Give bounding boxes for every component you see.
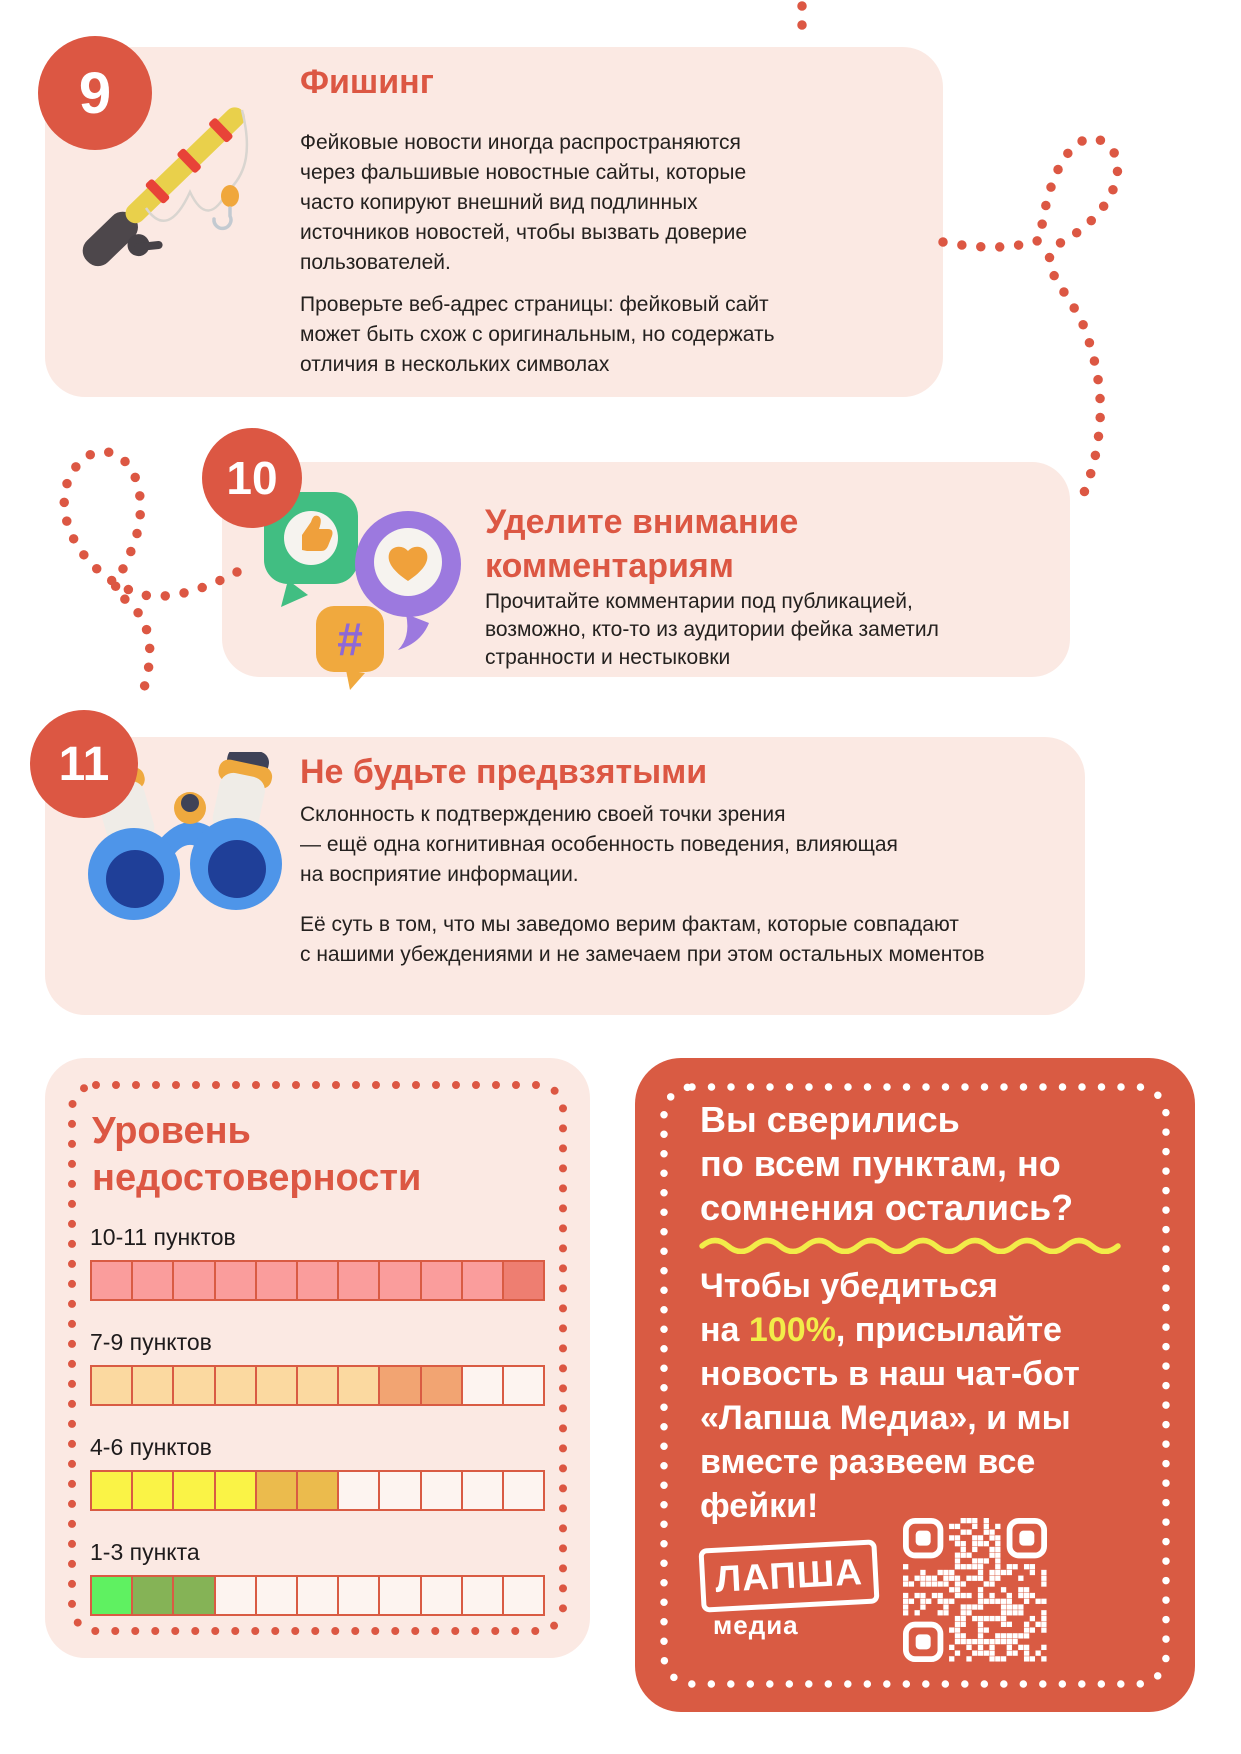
tip-card-9 (45, 47, 943, 397)
bar-cell-peach (90, 1365, 134, 1406)
bar-cell-peach (131, 1365, 175, 1406)
tip-number-9: 9 (78, 60, 112, 126)
bar-cell-yellow (213, 1470, 257, 1511)
bar-cell-empty (254, 1575, 298, 1616)
bar-cell-empty (295, 1575, 340, 1616)
bar-cell-empty (460, 1470, 504, 1511)
cta-card: Вы сверились по всем пунктам, но сомнени… (635, 1058, 1195, 1712)
level-row-1-3: 1-3 пункта (90, 1539, 546, 1616)
level-label: 10-11 пунктов (90, 1224, 236, 1250)
tip-number-10: 10 (226, 452, 278, 504)
bar-cell-pink (90, 1260, 134, 1301)
level-row-7-9: 7-9 пунктов (90, 1329, 546, 1406)
bar-cell-olive (131, 1575, 175, 1616)
bar-cell-empty (501, 1575, 546, 1616)
level-bar-10-11 (90, 1260, 546, 1301)
qr-code (903, 1518, 1047, 1662)
logo-text: ЛАПША (714, 1551, 864, 1600)
bar-cell-mustard (295, 1470, 340, 1511)
level-label: 1-3 пункта (90, 1539, 200, 1565)
tip-text-9-p1: Фейковые новости иногда распространяются… (300, 131, 748, 274)
bar-cell-empty (460, 1575, 504, 1616)
wavy-underline (699, 1237, 1121, 1254)
level-bar-7-9 (90, 1365, 546, 1406)
bar-cell-peach (172, 1365, 216, 1406)
social-bubbles-icon: # (264, 492, 461, 690)
bar-cell-empty (501, 1470, 546, 1511)
tip-text-11-p2: Её суть в том, что мы заведомо верим фак… (300, 913, 985, 966)
level-row-10-11: 10-11 пунктов (90, 1224, 546, 1301)
fishing-rod-icon (82, 107, 249, 267)
svg-text:#: # (337, 613, 363, 665)
tip-text-10-p1: Прочитайте комментарии под публикацией, … (485, 590, 939, 669)
bar-cell-yellow (172, 1470, 216, 1511)
level-label: 7-9 пунктов (90, 1329, 212, 1355)
lapsha-media-logo: ЛАПША (698, 1539, 880, 1613)
bar-cell-pink (460, 1260, 504, 1301)
bar-cell-empty (337, 1575, 381, 1616)
bar-cell-mustard (254, 1470, 298, 1511)
bar-cell-orange (378, 1365, 422, 1406)
level-row-4-6: 4-6 пунктов (90, 1434, 546, 1511)
tip-number-badge-9: 9 (38, 36, 152, 150)
bar-cell-pink (131, 1260, 175, 1301)
bar-cell-empty (501, 1365, 546, 1406)
bar-cell-empty (337, 1470, 381, 1511)
bar-cell-pink (378, 1260, 422, 1301)
dotted-border (68, 1081, 567, 1635)
bar-cell-peach (213, 1365, 257, 1406)
bar-cell-peach (254, 1365, 298, 1406)
bar-cell-empty (378, 1575, 422, 1616)
tip-number-badge-11: 11 (30, 710, 138, 818)
cta-body: Чтобы убедиться на 100%, присылайте ново… (700, 1264, 1080, 1528)
tip-text-9-p2: Проверьте веб-адрес страницы: фейковый с… (300, 293, 775, 376)
dotted-border-white (660, 1083, 1170, 1688)
bar-cell-peach (337, 1365, 381, 1406)
bar-cell-pink (419, 1260, 463, 1301)
bar-cell-pink (295, 1260, 340, 1301)
bar-cell-empty (419, 1575, 463, 1616)
dotted-loop-right (938, 133, 1123, 503)
unreliability-level-card: Уровень недостоверности 10-11 пунктов 7-… (45, 1058, 590, 1658)
cta-heading: Вы сверились по всем пунктам, но сомнени… (700, 1099, 1074, 1228)
bar-cell-pink (213, 1260, 257, 1301)
level-bar-1-3 (90, 1575, 546, 1616)
bar-cell-empty (419, 1470, 463, 1511)
level-bar-4-6 (90, 1470, 546, 1511)
bar-cell-empty (460, 1365, 504, 1406)
cta-body-highlight: 100% (748, 1311, 836, 1349)
tip-number-11: 11 (58, 737, 110, 791)
bar-cell-empty (213, 1575, 257, 1616)
bar-cell-pink (337, 1260, 381, 1301)
bar-cell-peach (295, 1365, 340, 1406)
cta-body-before: Чтобы убедиться на (700, 1267, 998, 1349)
cta-body-after: , присылайте новость в наш чат-бот «Лапш… (700, 1311, 1080, 1525)
bar-cell-orange (419, 1365, 463, 1406)
bar-cell-green (90, 1575, 134, 1616)
tip-number-badge-10: 10 (202, 428, 302, 528)
tip-title-10: Уделите внимание комментариям (485, 503, 799, 585)
binoculars-icon (88, 752, 282, 920)
bar-cell-yellow (90, 1470, 134, 1511)
logo-subtitle: медиа (713, 1610, 799, 1640)
bar-cell-pink (172, 1260, 216, 1301)
bar-cell-dark_pink (501, 1260, 546, 1301)
unreliability-title: Уровень недостоверности (92, 1110, 422, 1199)
level-label: 4-6 пунктов (90, 1434, 212, 1460)
tip-title-9: Фишинг (300, 63, 434, 101)
bar-cell-pink (254, 1260, 298, 1301)
bar-cell-olive (172, 1575, 216, 1616)
tip-text-11-p1: Склонность к подтверждению своей точки з… (300, 803, 898, 886)
tip-title-11: Не будьте предвзятыми (300, 753, 708, 791)
bar-cell-empty (378, 1470, 422, 1511)
bar-cell-yellow (131, 1470, 175, 1511)
